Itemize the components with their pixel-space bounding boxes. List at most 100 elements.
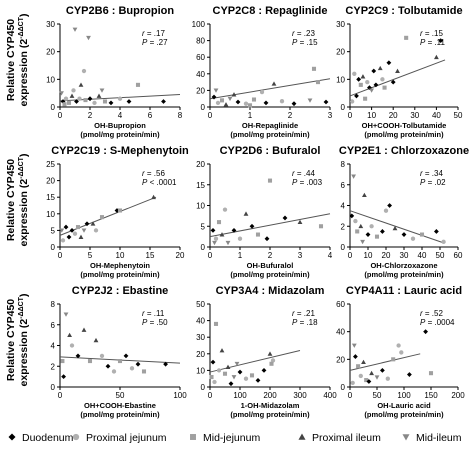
legend-label: Proximal ileum (312, 432, 381, 444)
r-value: r = .23 (292, 29, 315, 38)
x-tick-label: 0 (348, 111, 353, 120)
y-tick-label: 10 (46, 210, 55, 219)
x-tick-label: 100 (173, 391, 187, 400)
data-point (419, 232, 425, 237)
data-point (358, 223, 364, 229)
data-point (215, 100, 221, 106)
x-tick-label: 40 (432, 111, 441, 120)
y-tick-label: 15 (196, 181, 205, 190)
x-tick-label: 0 (208, 111, 213, 120)
panel-7: CYP3A4 : Midazolam 0 10 20 30 40 50 0 100 200 300 4… (196, 285, 337, 419)
y-tick-label: 0 (51, 243, 56, 252)
data-point (234, 361, 240, 367)
data-point (105, 363, 111, 369)
legend-label: Duodenum (22, 432, 74, 444)
data-point (225, 240, 231, 246)
y-tick-label: 20 (196, 86, 205, 95)
y-tick-label: 6 (341, 181, 346, 190)
data-point (261, 368, 267, 373)
x-tick-label: 5 (88, 251, 93, 260)
data-point (228, 381, 234, 387)
y-tick-label: 0 (201, 103, 206, 112)
panel-0: CYP2B6 : Bupropion 0 10 20 30 0 2 4 6 8 OH-Bupropi… (46, 5, 183, 139)
data-point (227, 96, 233, 102)
panel-3: CYP2C19 : S-Mephenytoin 0 5 10 15 20 25 0 5 10 15 2… (46, 145, 189, 279)
y-tick-label: 0 (51, 383, 56, 392)
data-point (271, 81, 277, 86)
x-tick-label: 200 (263, 391, 277, 400)
y-tick-label: 40 (336, 328, 345, 337)
panel-title: CYP2D6 : Bufuralol (220, 145, 321, 157)
data-point (222, 371, 228, 376)
data-point (434, 229, 439, 234)
data-point (365, 232, 371, 237)
data-point (59, 228, 65, 233)
data-point (66, 100, 72, 105)
x-tick-label: 20 (176, 251, 185, 260)
x-tick-label: 200 (451, 391, 465, 400)
y-label-line2: expression (2-ΔΔCT) (18, 14, 30, 107)
data-point (211, 94, 217, 100)
data-point (382, 85, 387, 90)
data-point (390, 79, 396, 85)
data-point (81, 68, 87, 74)
data-point (209, 375, 214, 380)
data-point (163, 361, 168, 367)
row-labels: Relative CYP450 expression (2-ΔΔCT)Relati… (5, 14, 30, 387)
legend-item: Mid-jejunum (190, 432, 260, 444)
data-point (438, 38, 444, 43)
data-point (428, 371, 434, 376)
legend-label: Proximal jejunum (86, 432, 167, 444)
x-tick-label: 6 (148, 111, 153, 120)
y-label-line2: expression (2-ΔΔCT) (18, 294, 30, 387)
x-tick-label: 30 (400, 251, 409, 260)
data-point (66, 234, 72, 240)
x-tick-label: 0 (208, 251, 213, 260)
y-tick-label: 100 (192, 20, 206, 29)
data-point (78, 234, 84, 239)
data-point (216, 220, 222, 225)
data-point (212, 379, 217, 385)
legend-label: Mid-ileum (416, 432, 462, 444)
data-point (72, 231, 78, 236)
x-tick-label: 2 (288, 111, 293, 120)
data-point (441, 239, 446, 244)
data-point (291, 101, 297, 107)
data-point (67, 332, 72, 338)
data-point (129, 366, 135, 371)
data-point (87, 96, 93, 102)
data-point (423, 329, 428, 335)
data-point (349, 213, 355, 219)
data-point (213, 321, 219, 326)
panel-title: CYP2E1 : Chlorzoxazone (339, 145, 469, 157)
trendline (349, 59, 446, 97)
x-tick-label: 10 (364, 251, 373, 260)
r-value: r = .17 (142, 29, 165, 38)
data-point (363, 96, 368, 101)
y-tick-label: 20 (336, 48, 345, 57)
data-point (354, 93, 359, 99)
row-y-label: Relative CYP450 expression (2-ΔΔCT) (5, 294, 30, 387)
data-point (81, 228, 87, 233)
data-point (404, 35, 409, 40)
data-point (69, 93, 75, 98)
legend: Duodenum Proximal jejunum Mid-jejunum Proxi… (8, 432, 462, 444)
x-tick-label: 50 (116, 391, 125, 400)
data-point (356, 76, 362, 82)
legend-item: Proximal ileum (298, 432, 381, 444)
data-point (251, 97, 257, 102)
data-point (367, 85, 372, 91)
y-tick-label: 30 (196, 333, 205, 342)
data-point (307, 98, 313, 103)
y-tick-label: 60 (336, 300, 345, 309)
x-tick-label: 8 (178, 111, 183, 120)
y-tick-label: 0 (201, 243, 206, 252)
data-point (410, 236, 416, 241)
data-point (210, 359, 216, 365)
data-point (380, 368, 385, 373)
y-tick-label: 0 (341, 243, 346, 252)
data-point (235, 99, 241, 105)
panel-title: CYP2C9 : Tolbutamide (345, 5, 462, 17)
y-tick-label: 0 (341, 103, 346, 112)
